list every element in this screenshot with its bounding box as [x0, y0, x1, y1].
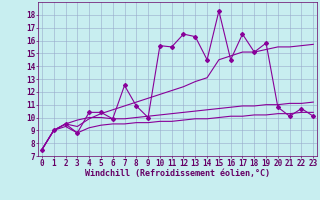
- X-axis label: Windchill (Refroidissement éolien,°C): Windchill (Refroidissement éolien,°C): [85, 169, 270, 178]
